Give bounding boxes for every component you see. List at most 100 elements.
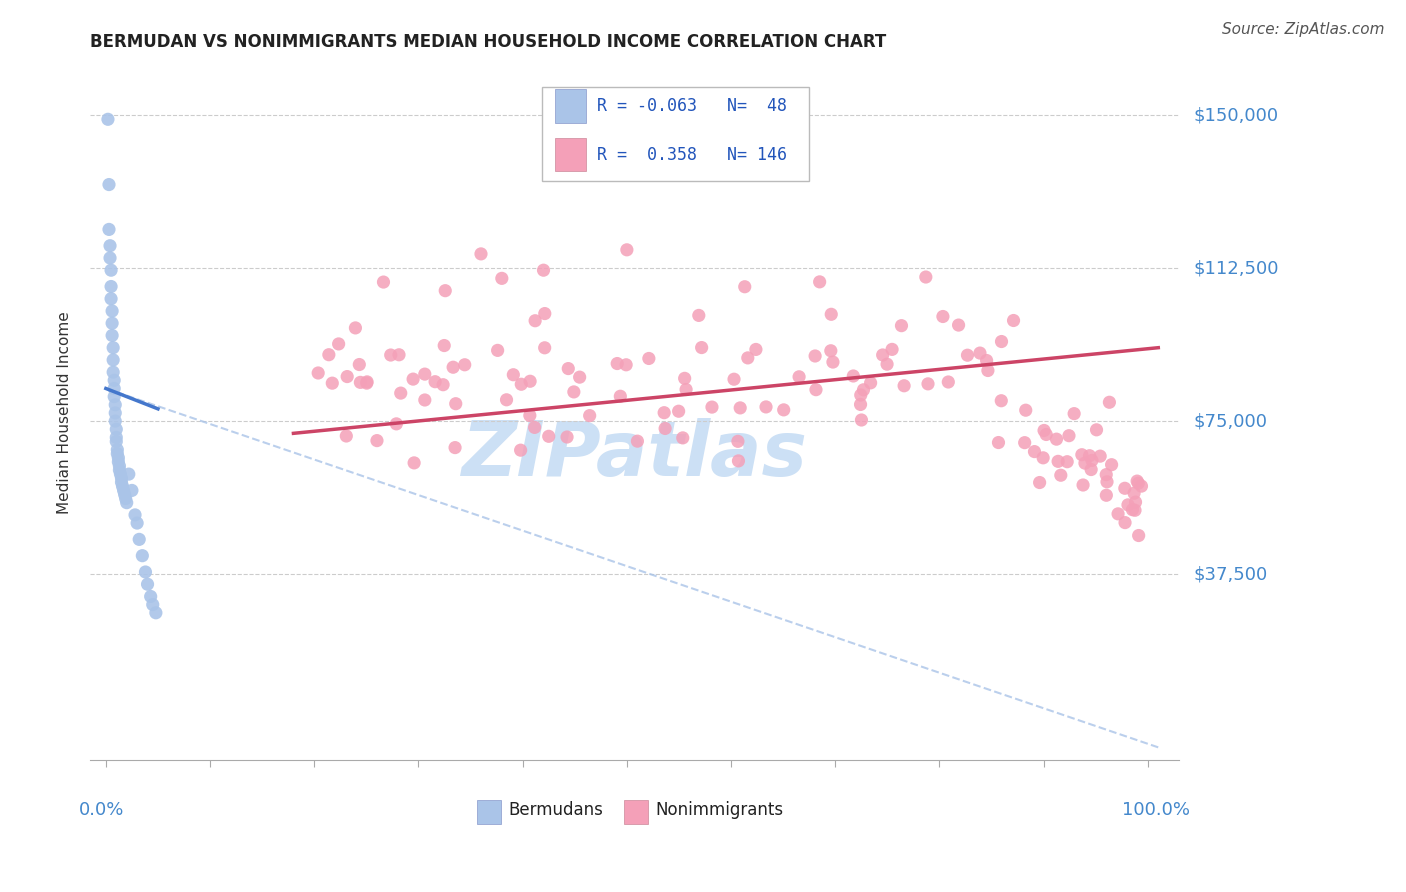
Point <box>914 270 936 285</box>
Point <box>700 400 723 414</box>
Point <box>1130 479 1153 493</box>
Point <box>380 348 402 362</box>
Point <box>637 351 659 366</box>
Point <box>1063 407 1085 421</box>
Text: 100.0%: 100.0% <box>1122 801 1189 819</box>
Point <box>1101 458 1123 472</box>
Point <box>1128 528 1150 542</box>
Point <box>100 292 122 306</box>
Point <box>977 363 1000 377</box>
Text: $150,000: $150,000 <box>1194 106 1278 124</box>
Point <box>672 431 695 445</box>
Point <box>519 374 541 388</box>
Point <box>893 378 915 392</box>
Point <box>524 314 547 328</box>
Bar <box>555 89 586 123</box>
Point <box>510 377 533 392</box>
Point <box>98 222 121 236</box>
Point <box>107 455 129 469</box>
Point <box>1032 450 1054 465</box>
Point <box>1047 454 1070 468</box>
Point <box>675 383 697 397</box>
Point <box>101 365 124 379</box>
Point <box>114 491 136 506</box>
Text: $75,000: $75,000 <box>1194 412 1267 430</box>
Point <box>101 316 124 330</box>
Point <box>495 392 517 407</box>
Text: Source: ZipAtlas.com: Source: ZipAtlas.com <box>1222 22 1385 37</box>
Point <box>101 304 124 318</box>
Point <box>444 441 467 455</box>
Point <box>849 388 872 402</box>
Point <box>103 382 125 396</box>
Point <box>652 406 675 420</box>
Point <box>145 606 167 620</box>
Point <box>755 400 778 414</box>
Text: Nonimmigrants: Nonimmigrants <box>655 800 783 819</box>
Bar <box>624 800 648 824</box>
Point <box>105 442 128 457</box>
Point <box>101 341 124 355</box>
Text: $112,500: $112,500 <box>1194 260 1278 277</box>
Point <box>1085 423 1108 437</box>
Point <box>139 590 162 604</box>
Point <box>454 358 477 372</box>
Point <box>1107 507 1129 521</box>
Point <box>142 598 165 612</box>
Point <box>616 243 638 257</box>
Point <box>328 337 350 351</box>
Point <box>1024 444 1046 458</box>
Point <box>820 307 842 321</box>
Point <box>103 390 125 404</box>
Point <box>107 450 129 465</box>
Point <box>366 434 388 448</box>
Point <box>956 348 979 362</box>
Point <box>112 483 135 498</box>
Point <box>626 434 648 449</box>
Point <box>876 357 898 371</box>
Point <box>128 533 150 547</box>
Point <box>1045 432 1067 446</box>
Text: R =  0.358   N= 146: R = 0.358 N= 146 <box>596 145 786 164</box>
Point <box>104 414 127 428</box>
Point <box>804 383 827 397</box>
Point <box>1056 455 1078 469</box>
Point <box>1057 428 1080 442</box>
Point <box>948 318 970 332</box>
Point <box>110 467 132 482</box>
Point <box>134 565 156 579</box>
Point <box>537 429 560 443</box>
Point <box>936 375 959 389</box>
Point <box>859 376 882 390</box>
Point <box>1049 468 1071 483</box>
Point <box>519 409 541 423</box>
Point <box>356 376 378 391</box>
Point <box>1014 435 1036 450</box>
Point <box>1098 395 1121 409</box>
Point <box>1095 488 1118 502</box>
Point <box>1074 456 1097 470</box>
Text: $37,500: $37,500 <box>1194 565 1267 583</box>
Point <box>987 435 1010 450</box>
Point <box>1121 502 1143 516</box>
Point <box>98 178 121 192</box>
Point <box>432 377 454 392</box>
Point <box>1002 313 1025 327</box>
Point <box>808 275 831 289</box>
Point <box>728 401 751 415</box>
Point <box>121 483 143 498</box>
Point <box>1128 476 1150 491</box>
Point <box>1114 516 1136 530</box>
Point <box>969 346 991 360</box>
Point <box>444 397 467 411</box>
Point <box>101 353 124 368</box>
Point <box>1095 475 1118 489</box>
Point <box>1033 424 1056 438</box>
Point <box>772 402 794 417</box>
Point <box>1080 462 1102 476</box>
Point <box>849 397 872 411</box>
Point <box>388 348 411 362</box>
Point <box>688 309 710 323</box>
Point <box>124 508 146 522</box>
Point <box>373 275 395 289</box>
